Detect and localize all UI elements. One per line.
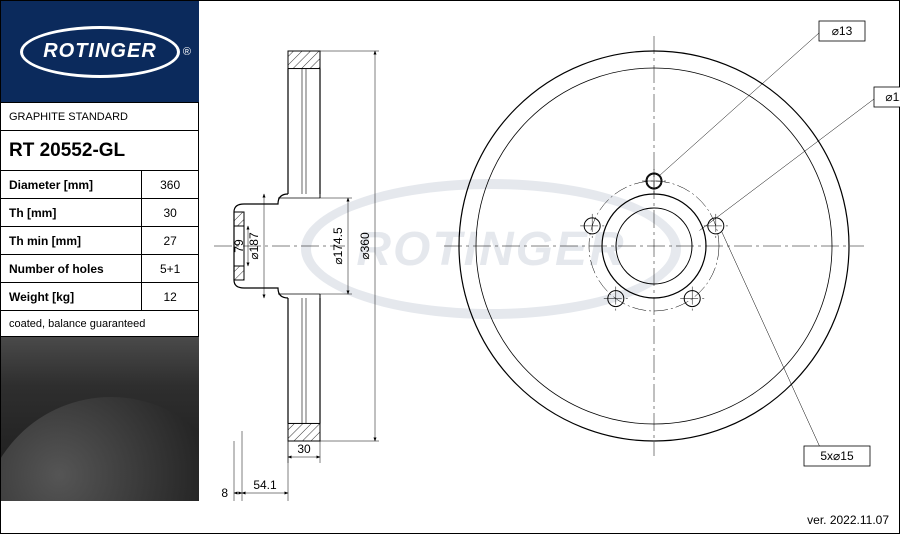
spec-label: Diameter [mm] xyxy=(1,171,142,198)
spec-val: 12 xyxy=(142,283,198,310)
svg-text:⌀13: ⌀13 xyxy=(832,24,853,38)
svg-text:5x⌀15: 5x⌀15 xyxy=(820,449,854,463)
version-label: ver. 2022.11.07 xyxy=(807,513,889,527)
spec-row: Th min [mm] 27 xyxy=(1,227,198,255)
spec-val: 5+1 xyxy=(142,255,198,282)
svg-text:⌀120: ⌀120 xyxy=(885,90,900,104)
spec-row: Number of holes 5+1 xyxy=(1,255,198,283)
svg-text:⌀174.5: ⌀174.5 xyxy=(331,227,345,265)
product-photo xyxy=(1,337,199,501)
svg-text:8: 8 xyxy=(221,486,228,500)
spec-label: Th min [mm] xyxy=(1,227,142,254)
spec-label: Weight [kg] xyxy=(1,283,142,310)
brand-logo: ROTINGER ® xyxy=(1,1,199,103)
spec-val: 30 xyxy=(142,199,198,226)
logo-oval: ROTINGER ® xyxy=(20,26,180,78)
registered-icon: ® xyxy=(183,46,191,58)
standard-label: GRAPHITE STANDARD xyxy=(1,103,198,131)
spec-val: 27 xyxy=(142,227,198,254)
spec-label: Number of holes xyxy=(1,255,142,282)
spec-panel: ROTINGER ® GRAPHITE STANDARD RT 20552-GL… xyxy=(1,1,199,501)
svg-text:⌀360: ⌀360 xyxy=(358,232,372,260)
section-view: ⌀360 ⌀174.5 ⌀18779 8 54.1 30 xyxy=(214,51,379,501)
brand-name: ROTINGER xyxy=(43,40,157,63)
spec-val: 360 xyxy=(142,171,198,198)
svg-text:30: 30 xyxy=(297,442,311,456)
note: coated, balance guaranteed xyxy=(1,311,198,337)
spec-row: Diameter [mm] 360 xyxy=(1,171,198,199)
svg-text:79: 79 xyxy=(232,239,246,253)
technical-drawing: ⌀360 ⌀174.5 ⌀18779 8 54.1 30 ⌀13 ⌀120 5x⌀15 xyxy=(199,1,900,535)
svg-text:54.1: 54.1 xyxy=(253,478,277,492)
part-number: RT 20552-GL xyxy=(1,131,198,171)
spec-row: Weight [kg] 12 xyxy=(1,283,198,311)
spec-label: Th [mm] xyxy=(1,199,142,226)
front-view xyxy=(444,36,864,456)
spec-row: Th [mm] 30 xyxy=(1,199,198,227)
svg-text:⌀187: ⌀187 xyxy=(247,232,261,260)
